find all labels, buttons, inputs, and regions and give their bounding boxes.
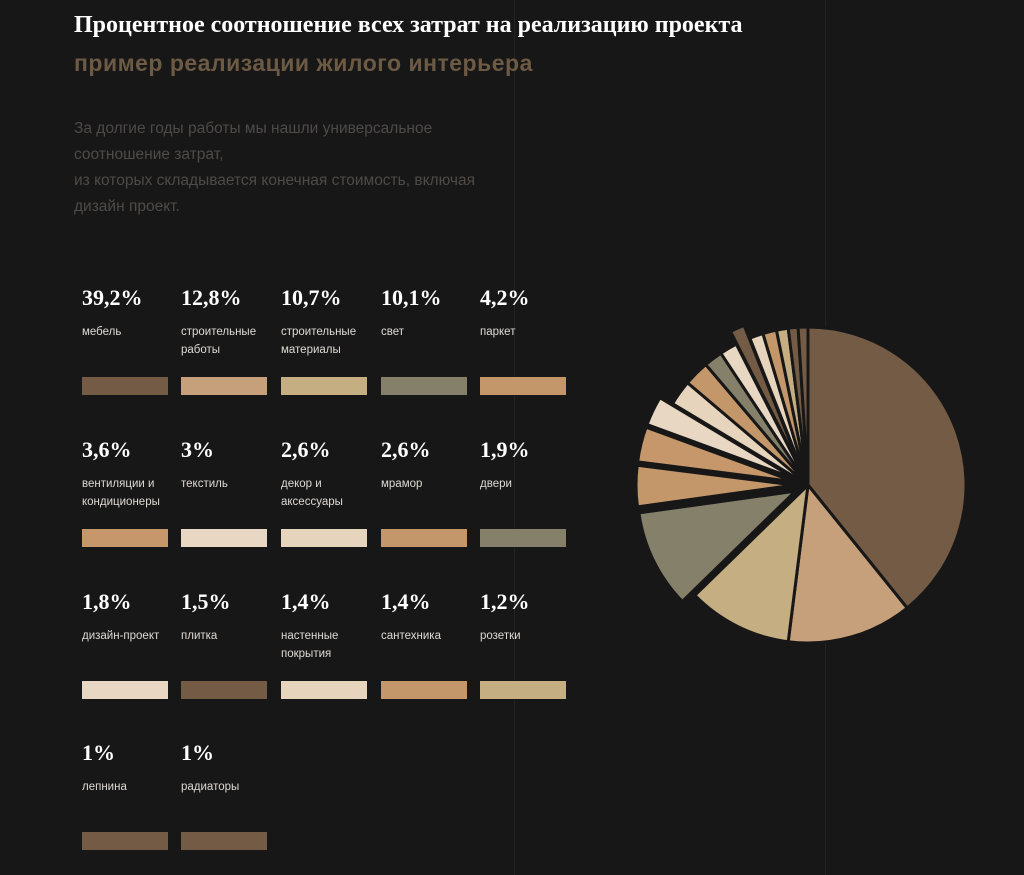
legend-label: строительные работы: [181, 326, 257, 356]
legend-percent: 3,6%: [82, 437, 132, 462]
description-line: из которых складывается конечная стоимос…: [74, 172, 475, 189]
legend-swatch: [181, 681, 267, 699]
legend-label: дизайн-проект: [82, 630, 160, 642]
legend-percent: 1,8%: [82, 589, 132, 614]
legend-percent: 4,2%: [480, 285, 530, 310]
legend-label: мрамор: [381, 478, 423, 490]
legend-percent: 1%: [181, 740, 214, 765]
legend-label: паркет: [480, 326, 516, 338]
description-line: соотношение затрат,: [74, 146, 224, 163]
legend-swatch: [381, 681, 467, 699]
legend-label: радиаторы: [181, 781, 240, 793]
legend-percent: 1,2%: [480, 589, 530, 614]
legend-swatch: [281, 377, 367, 395]
pie-slice: [729, 323, 804, 474]
legend-swatch: [381, 529, 467, 547]
legend-percent: 1,9%: [480, 437, 530, 462]
legend-swatch: [82, 832, 168, 850]
legend-swatch: [381, 377, 467, 395]
legend-swatch: [181, 377, 267, 395]
pie-slice: [786, 483, 909, 645]
legend-label: мебель: [82, 326, 122, 338]
legend-percent: 2,6%: [281, 437, 331, 462]
description-line: За долгие годы работы мы нашли универсал…: [74, 120, 433, 137]
legend-percent: 1,4%: [281, 589, 331, 614]
legend-swatch: [82, 529, 168, 547]
legend-label: двери: [480, 478, 512, 490]
pie-slice: [796, 325, 810, 487]
pie-slice: [693, 483, 810, 644]
page-title: Процентное соотношение всех затрат на ре…: [74, 12, 743, 38]
legend-swatch: [480, 529, 566, 547]
legend-swatch: [181, 832, 267, 850]
background-gridline: [514, 0, 515, 875]
pie-slice: [806, 325, 968, 610]
legend-percent: 39,2%: [82, 285, 143, 310]
legend-percent: 2,6%: [381, 437, 431, 462]
legend-percent: 3%: [181, 437, 214, 462]
legend-label: плитка: [181, 630, 218, 642]
legend-swatch: [281, 681, 367, 699]
legend-label: вентиляции и кондиционеры: [82, 478, 160, 508]
pie-slice: [634, 463, 796, 509]
legend-percent: 10,1%: [381, 285, 442, 310]
legend-swatch: [480, 681, 566, 699]
legend-label: декор и аксессуары: [281, 478, 343, 508]
legend-swatch: [82, 377, 168, 395]
pie-slice: [637, 489, 797, 603]
legend-label: строительные материалы: [281, 326, 357, 356]
legend-swatch: [281, 529, 367, 547]
legend-swatch: [82, 681, 168, 699]
legend-percent: 1,5%: [181, 589, 231, 614]
legend-label: лепнина: [82, 781, 127, 793]
description: За долгие годы работы мы нашли универсал…: [74, 116, 574, 220]
legend-label: свет: [381, 326, 405, 338]
legend-percent: 1,4%: [381, 589, 431, 614]
legend-percent: 1%: [82, 740, 115, 765]
legend-swatch: [181, 529, 267, 547]
pie-slice: [645, 396, 797, 481]
legend-label: сантехника: [381, 630, 441, 642]
description-line: дизайн проект.: [74, 198, 180, 215]
legend-label: розетки: [480, 630, 521, 642]
legend-percent: 12,8%: [181, 285, 242, 310]
page-subtitle: пример реализации жилого интерьера: [74, 50, 533, 76]
legend-swatch: [480, 377, 566, 395]
legend-label: текстиль: [181, 478, 228, 490]
legend-percent: 10,7%: [281, 285, 342, 310]
legend-label: настенные покрытия: [281, 630, 339, 660]
pie-slice: [636, 425, 796, 484]
